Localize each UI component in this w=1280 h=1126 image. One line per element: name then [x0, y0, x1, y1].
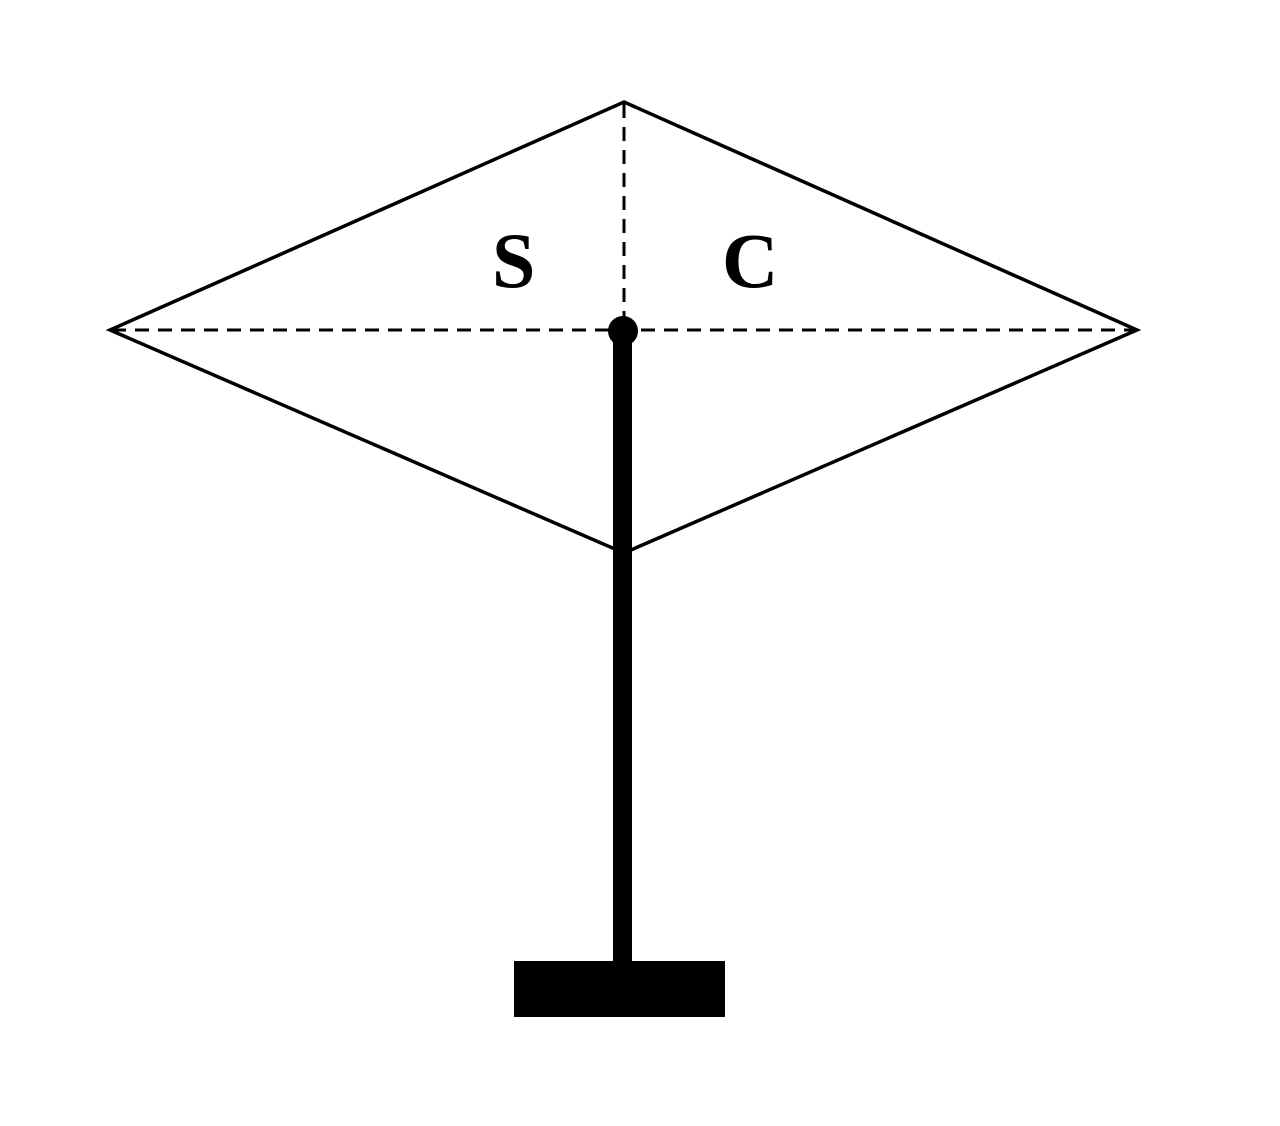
- stand-base: [514, 961, 725, 1017]
- pole-label-c: C: [722, 217, 779, 304]
- pole-label-s: S: [492, 217, 536, 304]
- stand-rod: [613, 331, 632, 967]
